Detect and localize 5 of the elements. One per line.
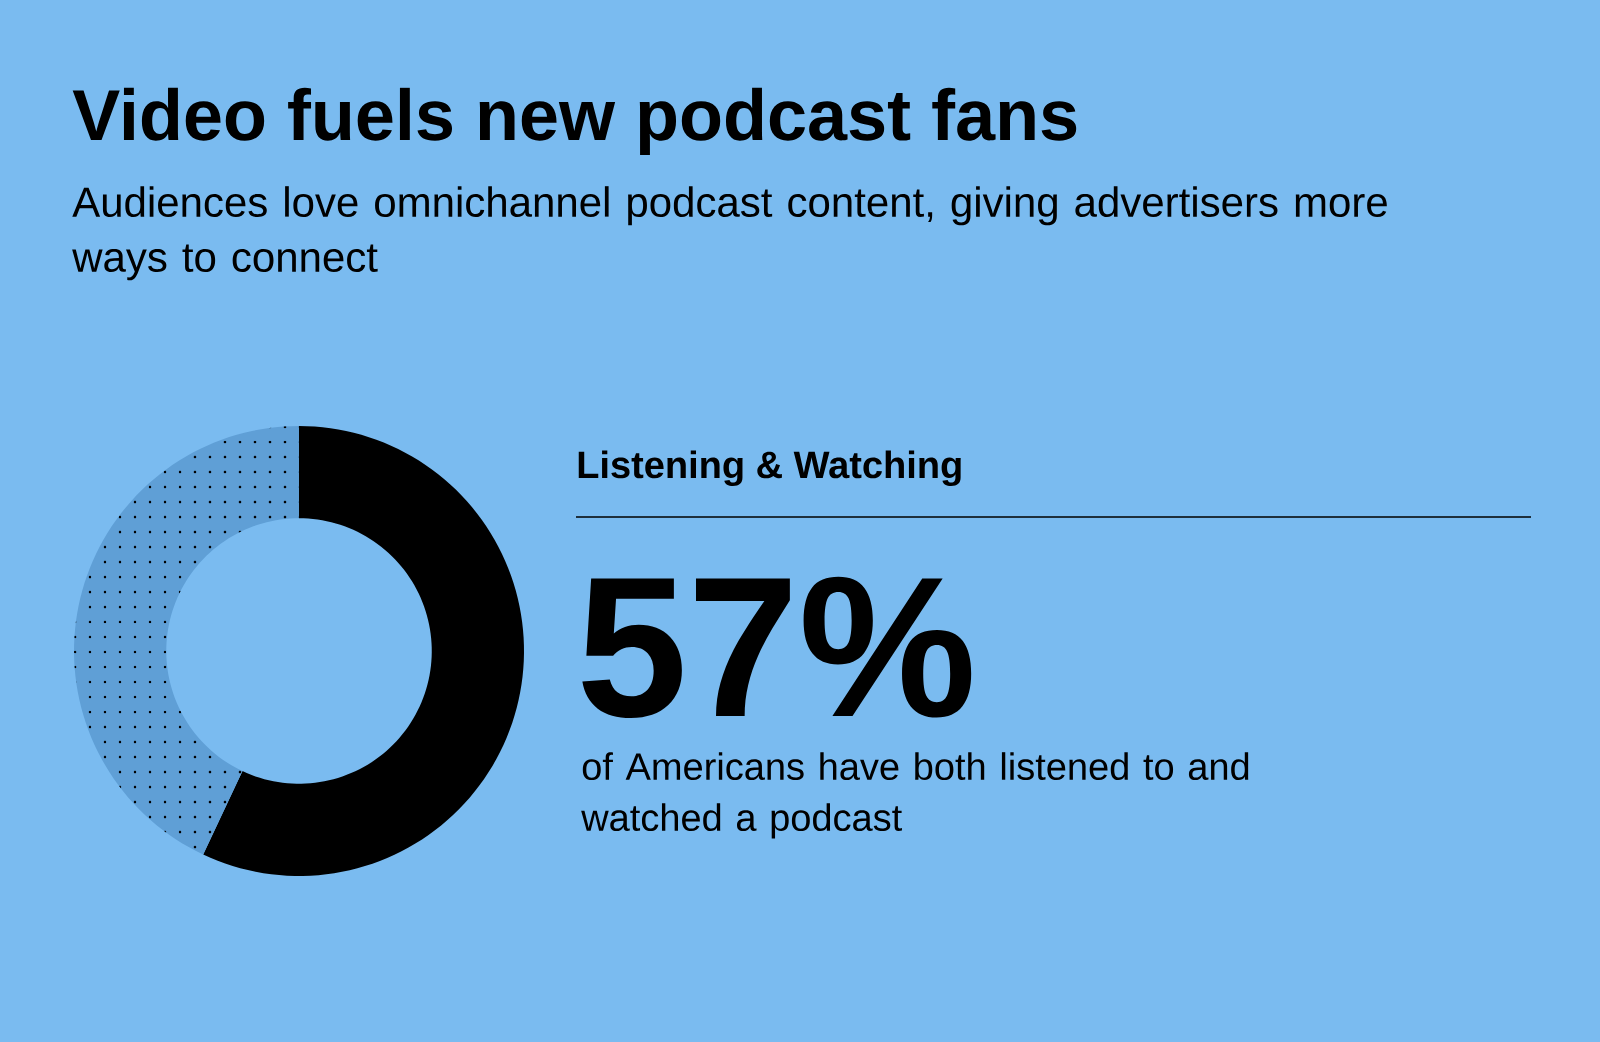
chart-title: Video fuels new podcast fans bbox=[72, 87, 1077, 155]
slice-label: Listening & Watching bbox=[578, 450, 961, 487]
data-label: 57% bbox=[582, 576, 972, 718]
chart-subtitle: Audiences love omnichannel podcast content, giving advertisers more ways to connect bbox=[72, 186, 1387, 281]
text: of Americans have both listened to and watched a podcast bbox=[581, 752, 1249, 839]
